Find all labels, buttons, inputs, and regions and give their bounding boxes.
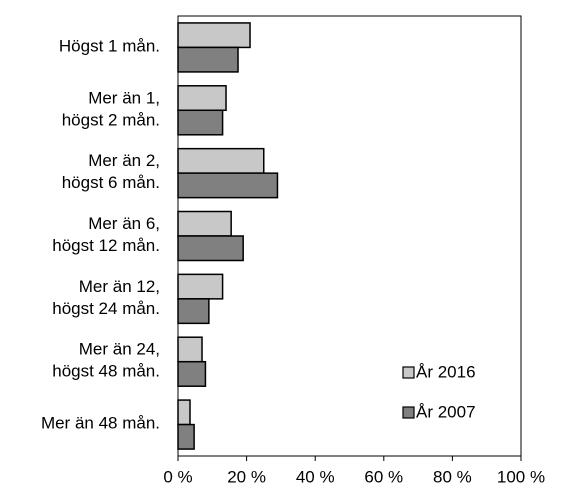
category-label: Mer än 12, högst 24 mån. (52, 277, 160, 318)
x-tick-label: 20 % (227, 467, 266, 486)
bar (177, 360, 207, 387)
category-label: Mer än 6, högst 12 mån. (52, 214, 160, 255)
category-label: Mer än 48 mån. (41, 414, 160, 433)
x-tick-label: 80 % (433, 467, 472, 486)
bar (177, 85, 227, 112)
bar (177, 399, 191, 426)
bar (177, 336, 203, 363)
category-line: Mer än 1, (88, 89, 160, 108)
category-line: högst 48 mån. (52, 362, 160, 381)
legend-swatch (402, 406, 415, 419)
x-tick-label: 60 % (364, 467, 403, 486)
bar (177, 210, 232, 237)
legend-label: År 2016 (416, 362, 476, 381)
category-line: Mer än 6, (88, 214, 160, 233)
category-line: Mer än 24, (79, 340, 160, 359)
category-line: Mer än 48 mån. (41, 414, 160, 433)
x-tick-label: 0 % (163, 467, 192, 486)
category-label: Mer än 24, högst 48 mån. (52, 340, 160, 381)
category-line: högst 24 mån. (52, 299, 160, 318)
bar (177, 273, 224, 300)
category-label: Högst 1 mån. (59, 37, 160, 56)
x-tick-label: 100 % (497, 467, 545, 486)
bar (177, 298, 210, 325)
category-line: högst 6 mån. (62, 174, 160, 193)
legend-label: År 2007 (416, 402, 476, 421)
category-line: högst 12 mån. (52, 236, 160, 255)
category-line: Högst 1 mån. (59, 37, 160, 56)
bar (177, 109, 224, 136)
x-tick-label: 40 % (296, 467, 335, 486)
bar (177, 172, 279, 199)
category-line: högst 2 mån. (62, 111, 160, 130)
category-line: Mer än 2, (88, 152, 160, 171)
category-label: Mer än 2, högst 6 mån. (62, 152, 160, 193)
category-label: Mer än 1, högst 2 mån. (62, 89, 160, 130)
bar (177, 147, 265, 174)
legend-swatch (402, 366, 415, 379)
bar (177, 235, 244, 262)
bar (177, 22, 251, 49)
category-line: Mer än 12, (79, 277, 160, 296)
bar (177, 46, 239, 73)
bar (177, 423, 195, 450)
